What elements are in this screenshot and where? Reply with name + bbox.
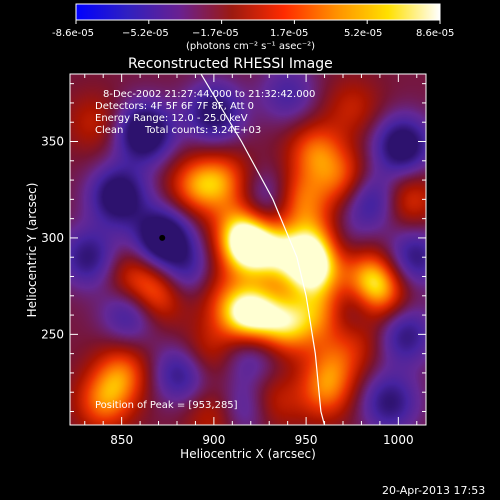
heatmap-image xyxy=(70,74,426,425)
x-tick-label: 850 xyxy=(110,433,133,447)
solar-limb-curve xyxy=(200,74,326,425)
annotation-detectors: Detectors: 4F 5F 6F 7F 8F, Att 0 xyxy=(95,101,254,112)
y-axis-label: Heliocentric Y (arcsec) xyxy=(25,183,39,318)
plot-frame xyxy=(69,73,427,426)
colorbar-tick-1: −5.2e-05 xyxy=(122,28,169,39)
axis-ticks xyxy=(70,74,426,425)
chart-title: Reconstructed RHESSI Image xyxy=(128,56,333,72)
annotation-peak-position: Position of Peak = [953,285] xyxy=(95,400,238,411)
y-tick-label: 250 xyxy=(41,327,64,341)
colorbar xyxy=(75,3,441,21)
annotation-total-counts: Total counts: 3.24E+03 xyxy=(144,125,261,136)
x-tick-label: 950 xyxy=(295,433,318,447)
source-marker xyxy=(159,234,166,241)
colorbar-tick-0: -8.6e-05 xyxy=(52,28,94,39)
annotation-method: Clean xyxy=(95,125,123,136)
colorbar-tick-5: 8.6e-05 xyxy=(416,28,454,39)
y-tick-label: 300 xyxy=(41,231,64,245)
footer-timestamp: 20-Apr-2013 17:53 xyxy=(382,484,485,497)
colorbar-tick-4: 5.2e-05 xyxy=(344,28,382,39)
annotation-time-range: 8-Dec-2002 21:27:44.000 to 21:32:42.000 xyxy=(103,89,315,100)
colorbar-tick-2: −1.7e-05 xyxy=(192,28,239,39)
colorbar-ticks xyxy=(75,20,441,24)
colorbar-tick-3: 1.7e-05 xyxy=(270,28,308,39)
annotation-energy-range: Energy Range: 12.0 - 25.0 keV xyxy=(95,113,248,124)
x-tick-label: 900 xyxy=(202,433,225,447)
x-tick-label: 1000 xyxy=(383,433,414,447)
colorbar-units: (photons cm⁻² s⁻¹ asec⁻²) xyxy=(186,41,315,52)
x-axis-label: Heliocentric X (arcsec) xyxy=(180,447,316,461)
y-tick-label: 350 xyxy=(41,135,64,149)
